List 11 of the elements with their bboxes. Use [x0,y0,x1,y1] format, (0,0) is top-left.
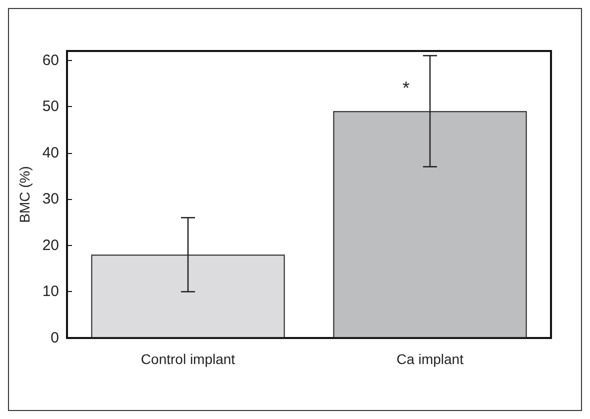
x-tick-label: Control implant [140,351,236,367]
y-tick-label: 40 [42,144,59,162]
y-tick-label: 20 [42,236,59,254]
y-tick-label: 30 [42,190,59,208]
y-tick-label: 0 [50,330,59,346]
y-axis-title: BMC (%) [16,166,32,223]
y-tick-label: 50 [42,98,59,116]
y-tick-label: 10 [42,283,59,300]
annotation: * [402,78,410,98]
x-tick-label: Ca implant [396,351,464,367]
y-tick-label: 60 [42,52,59,69]
